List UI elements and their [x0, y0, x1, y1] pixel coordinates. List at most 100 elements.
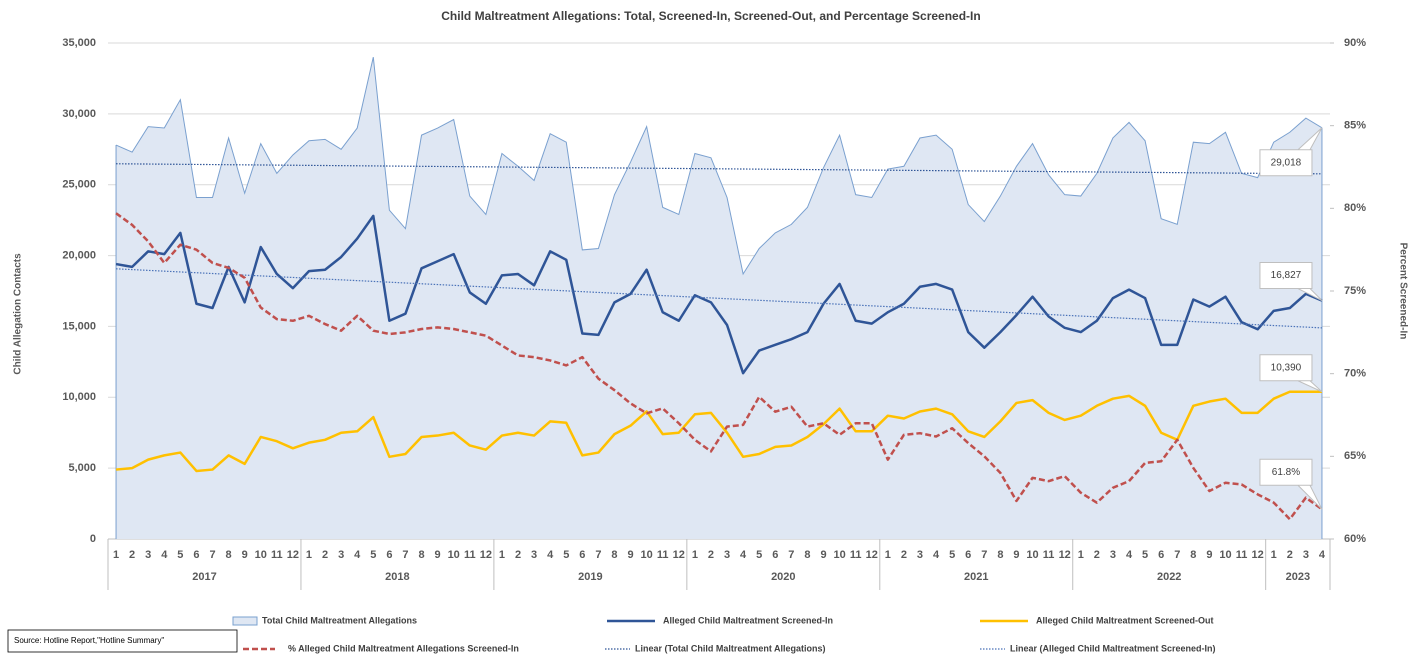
- x-tick-label: 3: [338, 549, 344, 561]
- x-tick-label: 2: [1094, 549, 1100, 561]
- x-tick-label: 2: [708, 549, 714, 561]
- callout: [1259, 458, 1323, 510]
- x-tick-label: 6: [193, 549, 199, 561]
- legend-label: Alleged Child Maltreatment Screened-In: [663, 615, 833, 625]
- x-tick-label: 12: [673, 549, 685, 561]
- x-tick-label: 12: [1252, 549, 1264, 561]
- x-tick-label: 4: [1126, 549, 1133, 561]
- y2-tick-label: 60%: [1344, 533, 1366, 545]
- x-tick-label: 9: [435, 549, 441, 561]
- x-tick-label: 1: [113, 549, 119, 561]
- x-tick-label: 5: [370, 549, 376, 561]
- x-tick-label: 3: [917, 549, 923, 561]
- callout: [1259, 262, 1323, 301]
- x-tick-label: 8: [1190, 549, 1196, 561]
- x-tick-label: 7: [402, 549, 408, 561]
- x-tick-label: 9: [1013, 549, 1019, 561]
- x-tick-label: 7: [209, 549, 215, 561]
- x-tick-label: 6: [579, 549, 585, 561]
- y2-tick-label: 65%: [1344, 450, 1366, 462]
- x-tick-label: 4: [161, 549, 168, 561]
- source-box: [7, 629, 238, 653]
- x-tick-label: 1: [306, 549, 312, 561]
- x-tick-label: 3: [724, 549, 730, 561]
- x-tick-label: 9: [1206, 549, 1212, 561]
- x-tick-label: 2: [322, 549, 328, 561]
- y-tick-label: 15,000: [62, 320, 96, 332]
- y2-tick-label: 70%: [1344, 368, 1366, 380]
- y-tick-label: 0: [90, 533, 96, 545]
- x-tick-label: 8: [997, 549, 1003, 561]
- data-label: 16,827: [1271, 270, 1302, 281]
- x-tick-label: 9: [242, 549, 248, 561]
- x-tick-label: 4: [354, 549, 361, 561]
- x-tick-label: 12: [287, 549, 299, 561]
- x-tick-label: 2: [129, 549, 135, 561]
- data-label: 10,390: [1271, 362, 1302, 373]
- x-tick-label: 1: [692, 549, 698, 561]
- area-outline: [115, 57, 1323, 276]
- y2-tick-label: 90%: [1344, 37, 1366, 49]
- y-tick-label: 25,000: [62, 179, 96, 191]
- year-label: 2017: [192, 571, 216, 583]
- year-label: 2018: [385, 571, 409, 583]
- x-tick-label: 3: [1110, 549, 1116, 561]
- legend-label: Alleged Child Maltreatment Screened-Out: [1036, 615, 1214, 625]
- x-tick-label: 7: [788, 549, 794, 561]
- x-tick-label: 11: [657, 549, 669, 561]
- year-label: 2019: [578, 571, 602, 583]
- legend-swatch: [232, 616, 258, 626]
- year-label: 2022: [1157, 571, 1181, 583]
- legend-label: Linear (Alleged Child Maltreatment Scree…: [1010, 643, 1216, 653]
- x-tick-label: 12: [866, 549, 878, 561]
- x-tick-label: 6: [965, 549, 971, 561]
- x-tick-label: 11: [464, 549, 476, 561]
- x-tick-label: 12: [480, 549, 492, 561]
- x-tick-label: 11: [1043, 549, 1055, 561]
- x-tick-label: 1: [1078, 549, 1084, 561]
- year-label: 2020: [771, 571, 795, 583]
- x-tick-label: 3: [1303, 549, 1309, 561]
- x-tick-label: 8: [418, 549, 424, 561]
- y-tick-label: 30,000: [62, 108, 96, 120]
- y-tick-label: 5,000: [68, 462, 96, 474]
- year-label: 2021: [964, 571, 988, 583]
- x-tick-label: 3: [145, 549, 151, 561]
- x-tick-label: 10: [1219, 549, 1231, 561]
- legend-label: Total Child Maltreatment Allegations: [262, 615, 417, 625]
- y2-tick-label: 75%: [1344, 285, 1366, 297]
- legend-label: % Alleged Child Maltreatment Allegations…: [288, 643, 519, 653]
- x-tick-label: 9: [628, 549, 634, 561]
- x-tick-label: 3: [531, 549, 537, 561]
- x-tick-label: 5: [949, 549, 955, 561]
- x-tick-label: 1: [885, 549, 891, 561]
- year-label: 2023: [1286, 571, 1310, 583]
- x-tick-label: 4: [547, 549, 554, 561]
- y-tick-label: 20,000: [62, 249, 96, 261]
- x-tick-label: 5: [563, 549, 569, 561]
- x-tick-label: 5: [756, 549, 762, 561]
- y2-tick-label: 85%: [1344, 120, 1366, 132]
- x-tick-label: 11: [850, 549, 862, 561]
- x-tick-label: 5: [177, 549, 183, 561]
- x-tick-label: 11: [1236, 549, 1248, 561]
- y2-axis-title: Percent Screened-In: [1397, 243, 1408, 340]
- y-tick-label: 35,000: [62, 37, 96, 49]
- x-tick-label: 11: [271, 549, 283, 561]
- x-tick-label: 12: [1059, 549, 1071, 561]
- x-tick-label: 8: [804, 549, 810, 561]
- x-tick-label: 2: [1287, 549, 1293, 561]
- x-tick-label: 4: [933, 549, 940, 561]
- x-tick-label: 2: [901, 549, 907, 561]
- data-label: 61.8%: [1272, 467, 1300, 478]
- x-tick-label: 8: [611, 549, 617, 561]
- x-tick-label: 6: [772, 549, 778, 561]
- x-tick-label: 6: [386, 549, 392, 561]
- x-tick-label: 10: [641, 549, 653, 561]
- x-tick-label: 2: [515, 549, 521, 561]
- callout: [1259, 127, 1323, 177]
- line: [115, 212, 1323, 521]
- y2-tick-label: 80%: [1344, 202, 1366, 214]
- x-tick-label: 4: [740, 549, 747, 561]
